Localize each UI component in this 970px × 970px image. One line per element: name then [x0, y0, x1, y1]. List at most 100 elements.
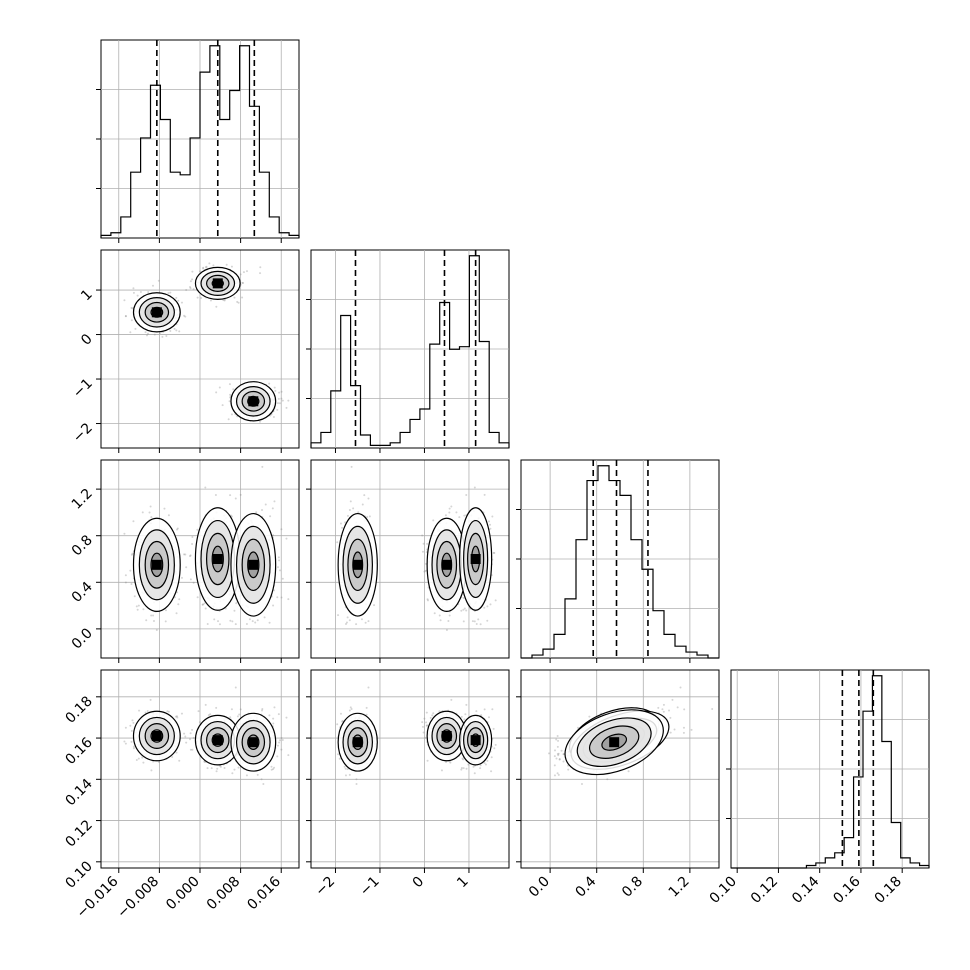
sample-point	[141, 511, 144, 514]
x-tick-label-0-1: −0.008	[114, 874, 162, 922]
sample-point	[438, 710, 441, 713]
sample-point	[177, 603, 180, 606]
sample-point	[216, 767, 219, 770]
sample-point	[215, 391, 218, 394]
density-peak-3-0-0	[151, 731, 162, 741]
sample-point	[553, 755, 556, 758]
sample-point	[242, 271, 245, 274]
sample-point	[580, 782, 583, 785]
sample-point	[189, 555, 192, 558]
sample-point	[560, 749, 563, 752]
density-peak-3-1-0	[441, 731, 452, 741]
sample-point	[256, 619, 259, 622]
sample-point	[152, 614, 155, 617]
sample-point	[425, 721, 428, 724]
sample-point	[272, 604, 275, 607]
sample-point	[558, 758, 561, 761]
sample-point	[339, 522, 342, 525]
sample-point	[231, 620, 234, 623]
sample-point	[189, 738, 192, 741]
sample-point	[167, 292, 170, 295]
sample-point	[260, 778, 263, 781]
density-2-0	[123, 465, 290, 631]
sample-point	[439, 619, 442, 622]
sample-point	[432, 519, 435, 522]
sample-point	[676, 706, 679, 709]
sample-point	[426, 542, 429, 545]
sample-point	[189, 280, 192, 283]
sample-point	[448, 614, 451, 617]
sample-point	[202, 603, 205, 606]
sample-point	[440, 769, 443, 772]
sample-point	[426, 599, 429, 602]
panel-3-0	[100, 669, 300, 869]
y-tick-label-1-2: 0	[78, 331, 96, 349]
sample-point	[130, 306, 133, 309]
sample-point	[567, 768, 570, 771]
sample-point	[201, 603, 204, 606]
sample-point	[178, 759, 181, 762]
sample-point	[278, 741, 281, 744]
sample-point	[268, 714, 271, 717]
sample-point	[234, 686, 237, 689]
sample-point	[426, 598, 429, 601]
sample-point	[350, 465, 353, 468]
sample-point	[346, 514, 349, 517]
sample-point	[184, 735, 187, 738]
panel-3-3	[726, 669, 930, 869]
sample-point	[276, 408, 279, 411]
sample-point	[148, 511, 151, 514]
sample-point	[124, 574, 127, 577]
sample-point	[341, 719, 344, 722]
sample-point	[189, 286, 192, 289]
density-peak-3-0-1	[212, 735, 223, 746]
sample-point	[477, 618, 480, 621]
sample-point	[341, 526, 344, 529]
sample-point	[236, 300, 239, 303]
sample-point	[444, 514, 447, 517]
sample-point	[174, 715, 177, 718]
sample-point	[263, 616, 266, 619]
sample-point	[171, 755, 174, 758]
sample-point	[230, 413, 233, 416]
panel-1-0	[100, 249, 300, 449]
x-tick-label-0-2: 0.000	[163, 874, 203, 914]
sample-point	[166, 710, 169, 713]
x-tick-label-1-2: 0	[410, 874, 428, 892]
sample-point	[261, 465, 264, 468]
sample-point	[242, 282, 245, 285]
sample-point	[124, 581, 127, 584]
sample-point	[344, 767, 347, 770]
sample-point	[465, 494, 468, 497]
sample-point	[557, 739, 560, 742]
sample-point	[662, 703, 665, 706]
sample-point	[557, 752, 560, 755]
density-peak-3-1-2	[352, 737, 363, 748]
sample-point	[461, 757, 464, 760]
sample-point	[223, 299, 226, 302]
sample-point	[431, 714, 434, 717]
sample-point	[657, 706, 660, 709]
sample-point	[229, 396, 232, 399]
sample-point	[277, 397, 280, 400]
sample-point	[588, 715, 591, 718]
sample-point	[273, 500, 276, 503]
y-tick-label-3-2: 0.14	[62, 776, 95, 809]
sample-point	[138, 709, 141, 712]
sample-point	[230, 515, 233, 518]
sample-point	[348, 773, 351, 776]
sample-point	[177, 299, 180, 302]
sample-point	[185, 288, 188, 291]
sample-point	[422, 542, 425, 545]
sample-point	[460, 768, 463, 771]
sample-point	[494, 743, 497, 746]
sample-point	[421, 550, 424, 553]
sample-point	[231, 772, 234, 775]
density-2-1	[336, 465, 497, 631]
density-peak-2-1-2	[352, 559, 363, 570]
sample-point	[357, 511, 360, 514]
sample-point	[662, 710, 665, 713]
sample-point	[348, 709, 351, 712]
sample-point	[206, 767, 209, 770]
density-3-1	[336, 686, 497, 785]
